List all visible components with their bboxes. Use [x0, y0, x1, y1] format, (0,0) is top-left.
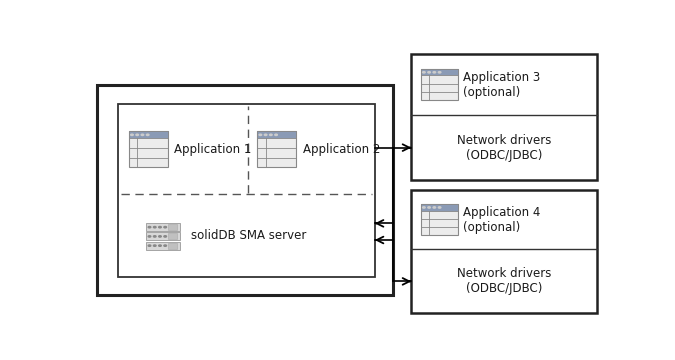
Circle shape	[146, 134, 149, 135]
FancyBboxPatch shape	[257, 131, 296, 138]
FancyBboxPatch shape	[129, 131, 168, 167]
Circle shape	[428, 207, 431, 208]
FancyBboxPatch shape	[421, 69, 458, 100]
Circle shape	[153, 245, 156, 246]
Circle shape	[159, 236, 161, 237]
Circle shape	[164, 236, 167, 237]
FancyBboxPatch shape	[421, 69, 458, 75]
Circle shape	[153, 236, 156, 237]
FancyBboxPatch shape	[168, 233, 177, 239]
Circle shape	[259, 134, 262, 135]
FancyBboxPatch shape	[421, 204, 458, 235]
FancyBboxPatch shape	[97, 85, 393, 296]
Text: Network drivers
(ODBC/JDBC): Network drivers (ODBC/JDBC)	[457, 134, 551, 162]
Circle shape	[275, 134, 277, 135]
FancyBboxPatch shape	[146, 232, 180, 240]
Circle shape	[164, 245, 167, 246]
Circle shape	[438, 72, 441, 73]
Text: Application 1: Application 1	[174, 143, 252, 156]
Text: Application 2: Application 2	[303, 143, 380, 156]
Circle shape	[148, 245, 151, 246]
Text: Network drivers
(ODBC/JDBC): Network drivers (ODBC/JDBC)	[457, 267, 551, 296]
FancyBboxPatch shape	[118, 104, 375, 278]
Circle shape	[269, 134, 272, 135]
Circle shape	[423, 72, 425, 73]
Circle shape	[148, 226, 151, 228]
Circle shape	[423, 207, 425, 208]
Circle shape	[159, 245, 161, 246]
Circle shape	[141, 134, 144, 135]
Circle shape	[153, 226, 156, 228]
FancyBboxPatch shape	[411, 54, 597, 180]
Circle shape	[438, 207, 441, 208]
Circle shape	[433, 207, 435, 208]
FancyBboxPatch shape	[421, 204, 458, 211]
Circle shape	[164, 226, 167, 228]
Circle shape	[428, 72, 431, 73]
Circle shape	[159, 226, 161, 228]
FancyBboxPatch shape	[168, 224, 177, 230]
Circle shape	[131, 134, 133, 135]
FancyBboxPatch shape	[257, 131, 296, 167]
Text: solidDB SMA server: solidDB SMA server	[191, 229, 306, 242]
FancyBboxPatch shape	[146, 223, 180, 231]
Text: Application 4
(optional): Application 4 (optional)	[463, 206, 541, 234]
FancyBboxPatch shape	[129, 131, 168, 138]
Circle shape	[265, 134, 267, 135]
Circle shape	[148, 236, 151, 237]
Circle shape	[136, 134, 138, 135]
FancyBboxPatch shape	[146, 242, 180, 250]
FancyBboxPatch shape	[411, 190, 597, 314]
FancyBboxPatch shape	[168, 243, 177, 249]
Text: Application 3
(optional): Application 3 (optional)	[463, 71, 541, 99]
Circle shape	[433, 72, 435, 73]
